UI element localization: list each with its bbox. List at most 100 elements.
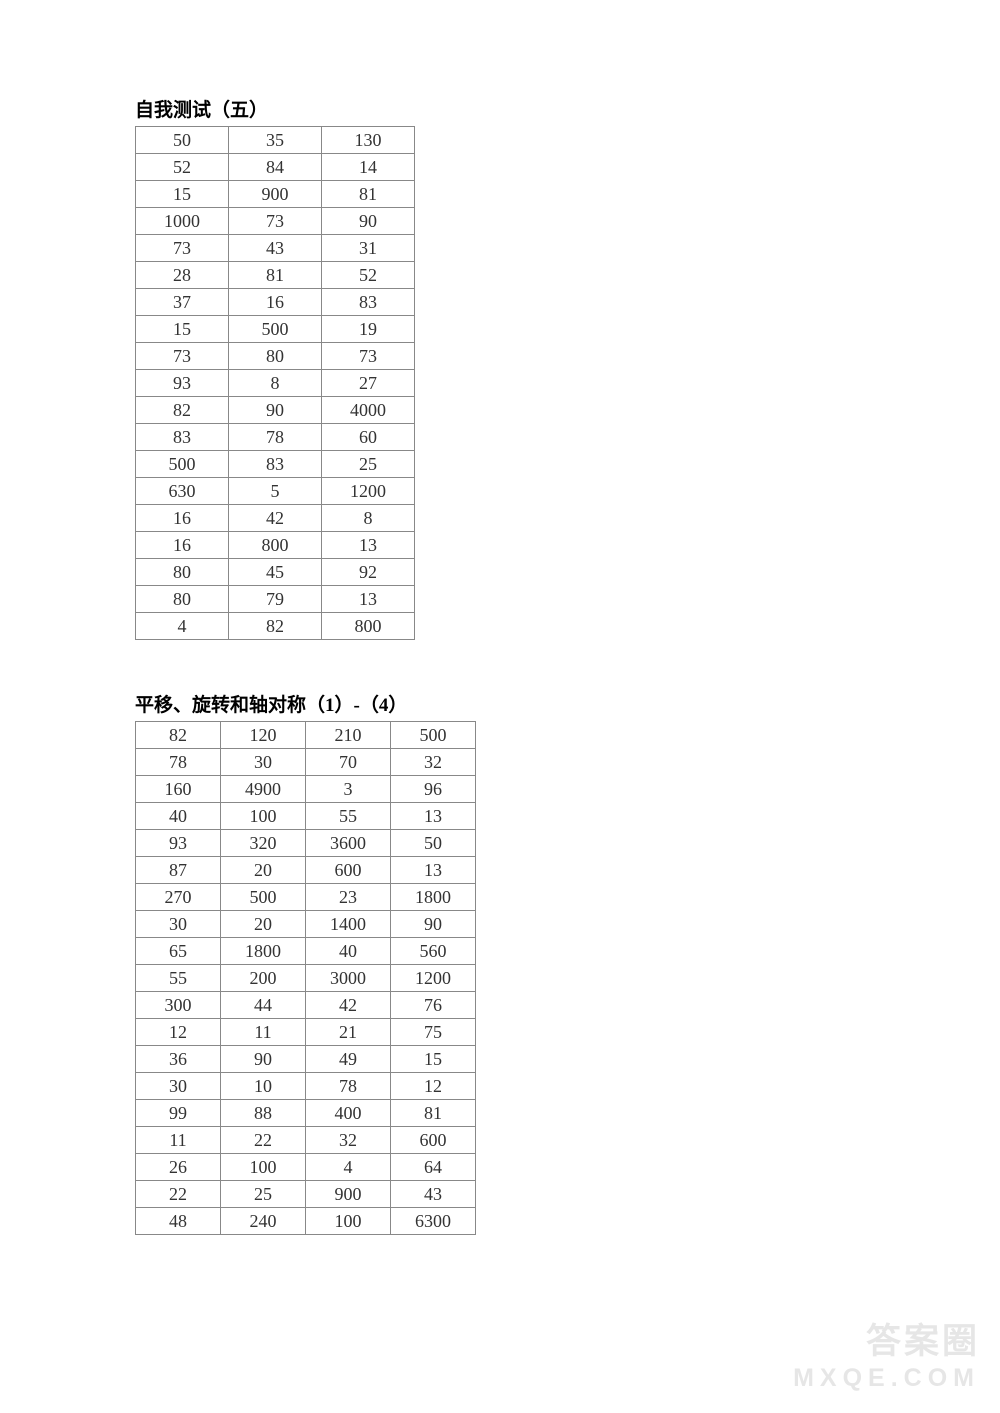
table-row: 837860: [136, 424, 415, 451]
table-cell: 92: [322, 559, 415, 586]
table-cell: 55: [136, 965, 221, 992]
table-cell: 27: [322, 370, 415, 397]
table-cell: 800: [322, 613, 415, 640]
table-row: 36904915: [136, 1046, 476, 1073]
table-cell: 320: [221, 830, 306, 857]
table-cell: 50: [391, 830, 476, 857]
table-cell: 1400: [306, 911, 391, 938]
table-cell: 210: [306, 722, 391, 749]
table-cell: 73: [136, 343, 229, 370]
table-cell: 73: [322, 343, 415, 370]
section-2: 平移、旋转和轴对称（1）-（4） 82120210500783070321604…: [135, 690, 1000, 1235]
table-cell: 26: [136, 1154, 221, 1181]
table-cell: 90: [391, 911, 476, 938]
table-cell: 93: [136, 830, 221, 857]
table-cell: 82: [136, 397, 229, 424]
table-2-body: 8212021050078307032160490039640100551393…: [136, 722, 476, 1235]
table-cell: 30: [221, 749, 306, 776]
table-cell: 4000: [322, 397, 415, 424]
table-row: 1680013: [136, 532, 415, 559]
table-cell: 20: [221, 857, 306, 884]
table-cell: 75: [391, 1019, 476, 1046]
table-cell: 42: [306, 992, 391, 1019]
table-row: 288152: [136, 262, 415, 289]
table-cell: 32: [391, 749, 476, 776]
table-cell: 270: [136, 884, 221, 911]
table-cell: 3: [306, 776, 391, 803]
table-cell: 52: [322, 262, 415, 289]
table-cell: 21: [306, 1019, 391, 1046]
table-cell: 50: [136, 127, 229, 154]
table-cell: 82: [229, 613, 322, 640]
table-cell: 1800: [391, 884, 476, 911]
table-1-body: 5035130528414159008110007390734331288152…: [136, 127, 415, 640]
table-cell: 6300: [391, 1208, 476, 1235]
table-cell: 81: [322, 181, 415, 208]
table-cell: 15: [391, 1046, 476, 1073]
table-cell: 64: [391, 1154, 476, 1181]
table-cell: 500: [221, 884, 306, 911]
table-cell: 11: [136, 1127, 221, 1154]
table-cell: 800: [229, 532, 322, 559]
table-cell: 40: [136, 803, 221, 830]
table-row: 482800: [136, 613, 415, 640]
table-cell: 30: [136, 1073, 221, 1100]
table-2: 8212021050078307032160490039640100551393…: [135, 721, 476, 1235]
table-cell: 78: [136, 749, 221, 776]
table-cell: 13: [322, 532, 415, 559]
table-cell: 16: [136, 532, 229, 559]
table-cell: 30: [136, 911, 221, 938]
table-row: 30107812: [136, 1073, 476, 1100]
table-cell: 600: [306, 857, 391, 884]
table-cell: 600: [391, 1127, 476, 1154]
table-cell: 1800: [221, 938, 306, 965]
table-cell: 22: [136, 1181, 221, 1208]
table-cell: 1200: [322, 478, 415, 505]
table-cell: 32: [306, 1127, 391, 1154]
table-cell: 80: [229, 343, 322, 370]
table-cell: 87: [136, 857, 221, 884]
table-row: 1590081: [136, 181, 415, 208]
table-row: 112232600: [136, 1127, 476, 1154]
table-cell: 83: [136, 424, 229, 451]
table-cell: 100: [306, 1208, 391, 1235]
table-cell: 3600: [306, 830, 391, 857]
table-row: 5035130: [136, 127, 415, 154]
table-cell: 70: [306, 749, 391, 776]
table-cell: 83: [229, 451, 322, 478]
table-cell: 99: [136, 1100, 221, 1127]
table-row: 3020140090: [136, 911, 476, 938]
table-cell: 160: [136, 776, 221, 803]
table-cell: 90: [229, 397, 322, 424]
table-cell: 5: [229, 478, 322, 505]
table-cell: 13: [391, 857, 476, 884]
table-cell: 83: [322, 289, 415, 316]
table-cell: 78: [306, 1073, 391, 1100]
table-row: 738073: [136, 343, 415, 370]
table-cell: 240: [221, 1208, 306, 1235]
table-cell: 88: [221, 1100, 306, 1127]
table-cell: 40: [306, 938, 391, 965]
table-row: 482401006300: [136, 1208, 476, 1235]
table-row: 807913: [136, 586, 415, 613]
table-row: 1604900396: [136, 776, 476, 803]
table-cell: 13: [322, 586, 415, 613]
table-cell: 100: [221, 803, 306, 830]
table-row: 26100464: [136, 1154, 476, 1181]
table-cell: 19: [322, 316, 415, 343]
table-cell: 200: [221, 965, 306, 992]
table-cell: 48: [136, 1208, 221, 1235]
table-cell: 900: [229, 181, 322, 208]
table-cell: 52: [136, 154, 229, 181]
table-cell: 300: [136, 992, 221, 1019]
table-row: 16428: [136, 505, 415, 532]
watermark-bottom: MXQE.COM: [793, 1364, 980, 1393]
table-cell: 31: [322, 235, 415, 262]
table-cell: 20: [221, 911, 306, 938]
table-row: 93827: [136, 370, 415, 397]
table-cell: 900: [306, 1181, 391, 1208]
table-cell: 73: [136, 235, 229, 262]
table-cell: 1200: [391, 965, 476, 992]
table-cell: 16: [136, 505, 229, 532]
table-row: 5008325: [136, 451, 415, 478]
